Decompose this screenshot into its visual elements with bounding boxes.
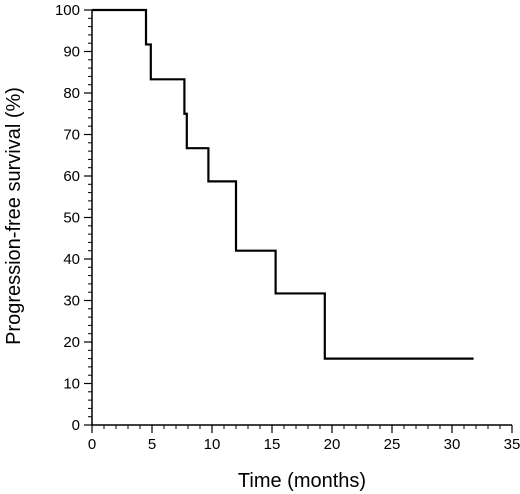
chart-series [92, 8, 474, 360]
y-tick-label: 60 [63, 168, 80, 185]
y-tick-label: 20 [63, 334, 80, 351]
y-tick-label: 50 [63, 210, 80, 227]
x-tick-label: 15 [264, 436, 281, 453]
x-tick-label: 0 [88, 436, 96, 453]
x-tick-label: 30 [444, 436, 461, 453]
y-tick-label: 70 [63, 127, 80, 144]
y-tick-label: 0 [72, 417, 80, 434]
chart-axes [91, 10, 512, 426]
x-tick-label: 20 [324, 436, 341, 453]
y-tick-label: 40 [63, 251, 80, 268]
y-tick-label: 10 [63, 376, 80, 393]
y-tick-label: 80 [63, 85, 80, 102]
x-tick-label: 35 [504, 436, 520, 453]
x-tick-label: 5 [148, 436, 156, 453]
x-tick-label: 10 [204, 436, 221, 453]
y-tick-label: 90 [63, 44, 80, 61]
chart-ticks [84, 9, 513, 433]
y-tick-label: 30 [63, 293, 80, 310]
y-axis-title: Progression-free survival (%) [3, 87, 25, 345]
x-axis-title: Time (months) [238, 470, 366, 492]
survival-step-line [92, 8, 474, 360]
x-tick-label: 25 [384, 436, 401, 453]
chart-tick-labels: 0 5 10 15 20 25 30 35 0 10 20 30 40 50 60 70 80 90 100 [55, 2, 520, 453]
y-tick-label: 100 [55, 2, 80, 19]
